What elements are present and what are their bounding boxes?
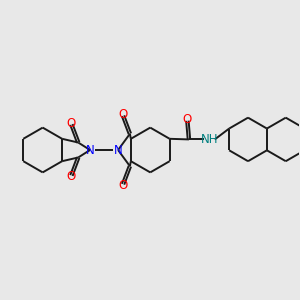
Text: NH: NH (200, 133, 218, 146)
Text: N: N (114, 143, 122, 157)
Text: O: O (118, 178, 128, 192)
Text: O: O (183, 113, 192, 126)
Text: N: N (86, 143, 94, 157)
Text: O: O (67, 117, 76, 130)
Text: O: O (118, 108, 128, 122)
Text: O: O (67, 170, 76, 183)
